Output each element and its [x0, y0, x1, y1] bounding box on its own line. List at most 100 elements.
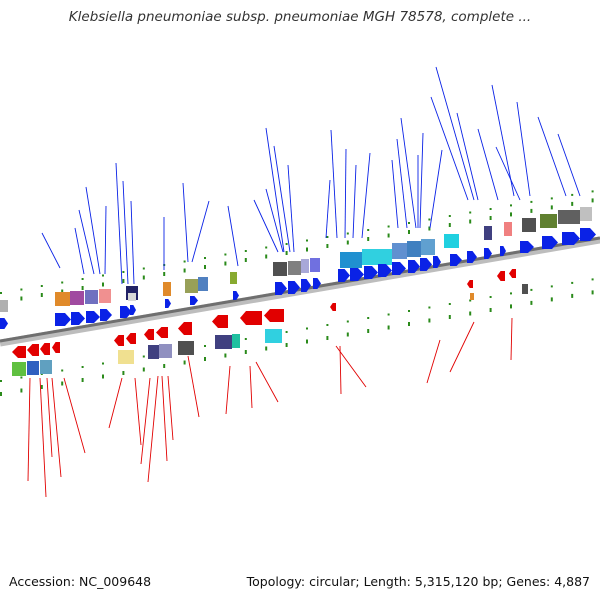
tick-mark	[387, 313, 390, 316]
leader-line	[477, 128, 499, 201]
gene-block	[118, 350, 134, 364]
tick-mark	[183, 360, 186, 365]
leader-line	[287, 164, 295, 253]
reverse-gene-arrow	[240, 311, 262, 325]
tick-mark	[285, 331, 288, 333]
forward-gene-arrow	[420, 258, 432, 271]
forward-gene-arrow	[55, 313, 71, 326]
leader-line	[74, 227, 85, 275]
tick-mark	[20, 288, 23, 291]
leader-line	[335, 345, 367, 388]
gene-block	[301, 259, 309, 273]
leader-line	[391, 159, 399, 229]
leader-line	[344, 148, 347, 239]
leader-line	[85, 186, 101, 275]
reverse-gene-arrow	[52, 342, 60, 353]
tick-mark	[408, 230, 410, 234]
tick-mark	[224, 353, 227, 358]
leader-line	[147, 375, 159, 483]
gene-block	[310, 258, 320, 272]
gene-block	[265, 329, 282, 343]
forward-gene-arrow	[350, 268, 364, 281]
gene-block	[407, 241, 421, 257]
gene-block	[159, 344, 172, 358]
tick-mark	[367, 329, 370, 333]
gene-block	[273, 262, 287, 276]
tick-mark	[142, 275, 145, 280]
tick-mark	[591, 198, 594, 203]
reverse-gene-arrow	[144, 329, 154, 340]
gene-block	[484, 226, 492, 240]
tick-mark	[428, 318, 431, 323]
leader-line	[419, 132, 424, 229]
tick-mark	[265, 246, 268, 249]
gene-block	[392, 243, 407, 259]
tick-mark	[591, 278, 594, 281]
gene-block	[163, 282, 171, 296]
tick-mark	[306, 247, 308, 252]
leader-line	[187, 355, 200, 418]
leader-line	[273, 145, 291, 253]
gene-block	[27, 361, 39, 375]
tick-mark	[408, 322, 410, 326]
tick-mark	[530, 288, 533, 291]
leader-line	[167, 375, 174, 441]
tick-mark	[306, 327, 308, 330]
leader-line	[352, 164, 357, 239]
leader-line	[516, 101, 531, 197]
forward-gene-arrow	[165, 299, 171, 308]
gene-block	[558, 210, 580, 224]
forward-gene-arrow	[233, 291, 239, 300]
tick-mark	[571, 293, 574, 298]
tick-mark	[489, 308, 492, 312]
reverse-gene-arrow	[40, 343, 50, 355]
forward-gene-arrow	[392, 262, 406, 275]
forward-gene-arrow	[190, 296, 198, 305]
tick-mark	[408, 222, 410, 224]
forward-gene-arrow	[450, 254, 462, 266]
tick-mark	[244, 350, 247, 354]
leader-line	[63, 377, 86, 454]
gene-block	[444, 234, 459, 248]
tick-mark	[448, 215, 451, 217]
tick-mark	[367, 237, 370, 241]
leader-line	[41, 232, 61, 269]
tick-mark	[122, 279, 125, 283]
gene-block	[470, 293, 474, 300]
tick-mark	[591, 290, 594, 295]
forward-gene-arrow	[378, 264, 392, 277]
tick-mark	[530, 200, 533, 203]
tick-mark	[428, 218, 431, 221]
leader-line	[134, 377, 142, 446]
tick-mark	[571, 281, 574, 284]
tick-mark	[326, 324, 329, 326]
forward-gene-arrow	[301, 279, 311, 292]
gene-block	[148, 345, 159, 359]
tick-mark	[0, 392, 2, 396]
leader-line	[456, 112, 479, 201]
leader-line	[330, 129, 338, 239]
tick-mark	[285, 343, 288, 347]
leader-line	[325, 179, 331, 239]
tick-mark	[510, 304, 512, 309]
leader-line	[225, 365, 231, 415]
tick-mark	[204, 257, 206, 259]
tick-mark	[204, 345, 206, 347]
tick-mark	[40, 293, 43, 297]
leader-line	[249, 365, 253, 409]
tick-mark	[163, 272, 166, 276]
leader-line	[400, 117, 417, 229]
leader-line	[339, 345, 342, 395]
tick-mark	[61, 281, 64, 284]
tick-mark	[550, 297, 553, 302]
forward-gene-arrow	[338, 269, 350, 282]
tick-mark	[61, 381, 64, 386]
forward-gene-arrow	[313, 278, 321, 289]
leader-line	[253, 199, 279, 253]
leader-line	[396, 138, 408, 229]
leader-line	[537, 116, 567, 197]
leader-line	[435, 66, 475, 201]
forward-gene-arrow	[100, 309, 112, 321]
tick-mark	[326, 236, 329, 238]
tick-mark	[102, 374, 104, 379]
